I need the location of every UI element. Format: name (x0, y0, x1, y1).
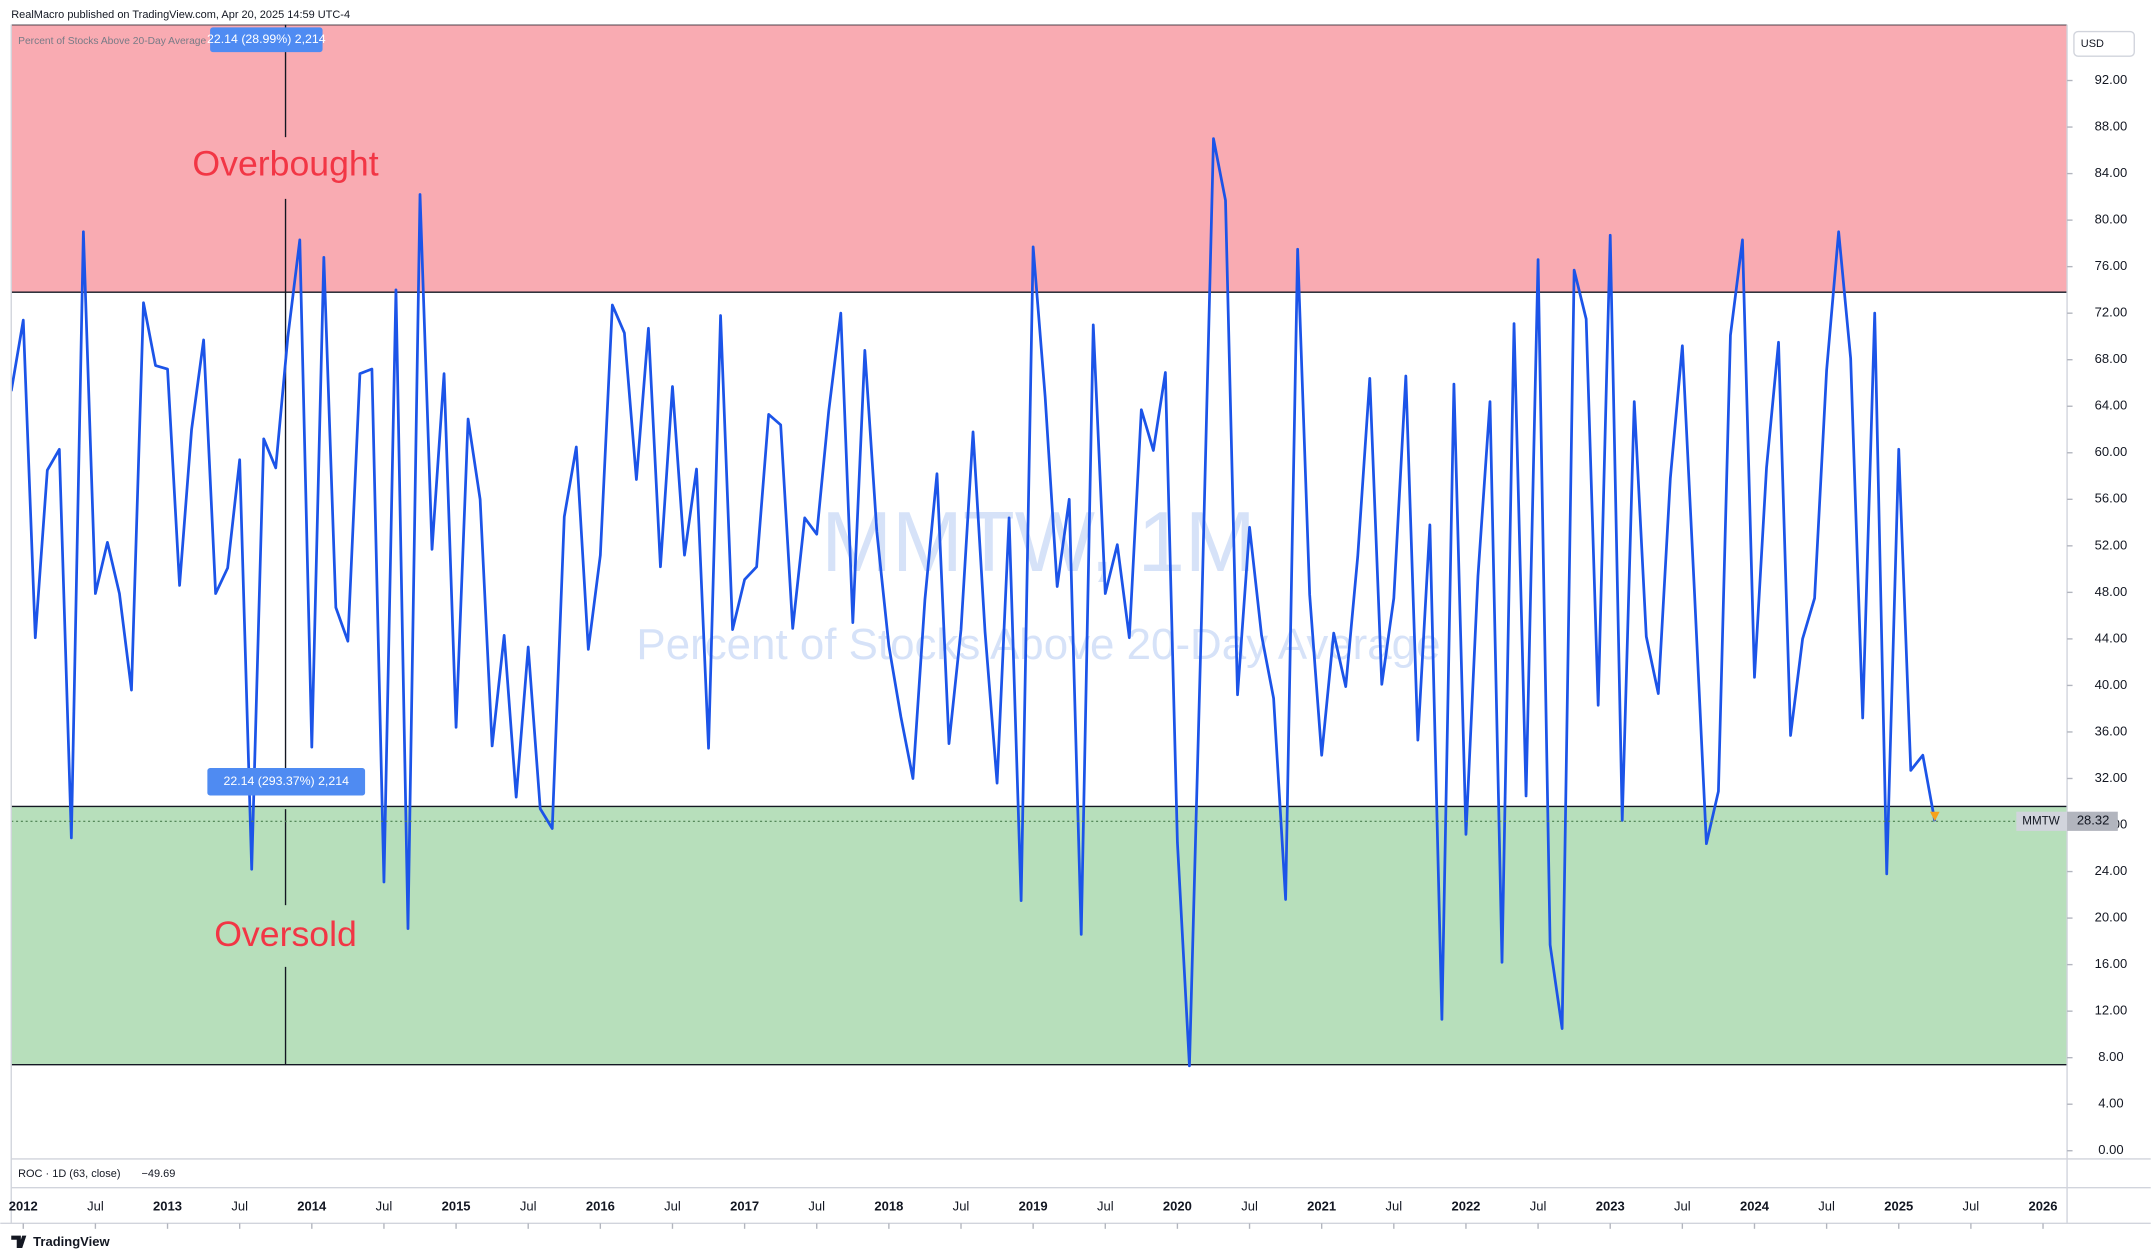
y-tick-label: 8.00 (2098, 1049, 2123, 1064)
annotation-box (207, 768, 366, 796)
x-tick-label: 2014 (297, 1198, 327, 1213)
header: RealMacro published on TradingView.com, … (11, 9, 350, 21)
x-tick-label: 2022 (1451, 1198, 1480, 1213)
x-tick-label: 2019 (1019, 1198, 1048, 1213)
logo-mark (11, 1235, 27, 1249)
x-tick-label: 2016 (586, 1198, 615, 1213)
x-tick-label: Jul (1097, 1198, 1114, 1213)
y-tick-label: 88.00 (2095, 118, 2128, 133)
y-tick-label: 24.00 (2095, 863, 2128, 878)
y-tick-label: 64.00 (2095, 398, 2128, 413)
series-line (11, 137, 1937, 1068)
x-tick-label: Jul (1530, 1198, 1547, 1213)
y-tick-label: 68.00 (2095, 351, 2128, 366)
tv-logo: TradingView (11, 1234, 110, 1249)
y-tick-label: 56.00 (2095, 491, 2128, 506)
x-tick-label: Jul (664, 1198, 681, 1213)
y-tick-label: 32.00 (2095, 770, 2128, 785)
y-tick-label: 92.00 (2095, 72, 2128, 87)
x-tick-label: Jul (1818, 1198, 1835, 1213)
currency: USD (2081, 38, 2104, 50)
x-tick-label: 2021 (1307, 1198, 1336, 1213)
y-tick-label: 16.00 (2095, 956, 2128, 971)
watermark-title: Percent of Stocks Above 20-Day Average (636, 620, 1440, 669)
symbol-label: MMTW (2022, 814, 2060, 827)
legend: Percent of Stocks Above 20-Day Average (18, 36, 206, 47)
symbol-box (2016, 811, 2068, 831)
y-tick-label: 84.00 (2095, 165, 2128, 180)
x-tick-label: Jul (1674, 1198, 1691, 1213)
y-tick-label: 60.00 (2095, 444, 2128, 459)
price-box (2067, 811, 2118, 831)
footer: TradingView (33, 1234, 110, 1249)
y-tick-label: 44.00 (2095, 630, 2128, 645)
x-tick-label: 2015 (442, 1198, 471, 1213)
y-tick-label: 4.00 (2098, 1096, 2123, 1111)
x-tick-label: Jul (87, 1198, 104, 1213)
zone-label: Oversold (214, 914, 357, 954)
zone-label: Overbought (192, 143, 378, 183)
y-tick-label: 40.00 (2095, 677, 2128, 692)
annotation: 22.14 (28.99%) 2,214 (207, 32, 326, 46)
x-tick-label: 2012 (9, 1198, 38, 1213)
x-tick-label: Jul (231, 1198, 248, 1213)
x-tick-label: 2026 (2029, 1198, 2058, 1213)
x-tick-label: 2024 (1740, 1198, 1770, 1213)
y-tick-label: 52.00 (2095, 537, 2128, 552)
y-tick-label: 20.00 (2095, 910, 2128, 925)
indicator-name: ROC · 1D (63, close) (18, 1168, 120, 1180)
zone (11, 24, 2068, 293)
x-tick-label: Jul (953, 1198, 970, 1213)
y-tick-label: 48.00 (2095, 584, 2128, 599)
y-tick-label: 36.00 (2095, 723, 2128, 738)
y-tick-label: 76.00 (2095, 258, 2128, 273)
x-tick-label: 2017 (730, 1198, 759, 1213)
watermark: MMTW, 1M (821, 495, 1255, 590)
annotation-box (210, 27, 323, 53)
indicator-value: −49.69 (142, 1168, 176, 1180)
x-tick-label: Jul (1963, 1198, 1980, 1213)
currency-box[interactable] (2073, 30, 2135, 57)
x-tick-label: 2020 (1163, 1198, 1192, 1213)
price-label: 28.32 (2077, 813, 2110, 828)
annotation: 22.14 (293.37%) 2,214 (224, 774, 350, 788)
x-tick-label: 2018 (874, 1198, 903, 1213)
x-tick-label: 2023 (1596, 1198, 1625, 1213)
x-tick-label: 2013 (153, 1198, 182, 1213)
zone (11, 806, 2068, 1065)
plot-area: MMTW, 1M Percent of Stocks Above 20-Day A… (11, 24, 2068, 1068)
last-marker (1930, 811, 1940, 822)
x-tick-label: Jul (1241, 1198, 1258, 1213)
y-tick-label: 80.00 (2095, 212, 2128, 227)
x-tick-label: 2025 (1884, 1198, 1913, 1213)
x-tick-label: Jul (520, 1198, 537, 1213)
x-tick-label: Jul (1385, 1198, 1402, 1213)
y-tick-label: 12.00 (2095, 1003, 2128, 1018)
y-tick-label: 0.00 (2098, 1142, 2123, 1157)
x-tick-label: Jul (808, 1198, 825, 1213)
y-tick-label: 72.00 (2095, 305, 2128, 320)
x-tick-label: Jul (376, 1198, 393, 1213)
